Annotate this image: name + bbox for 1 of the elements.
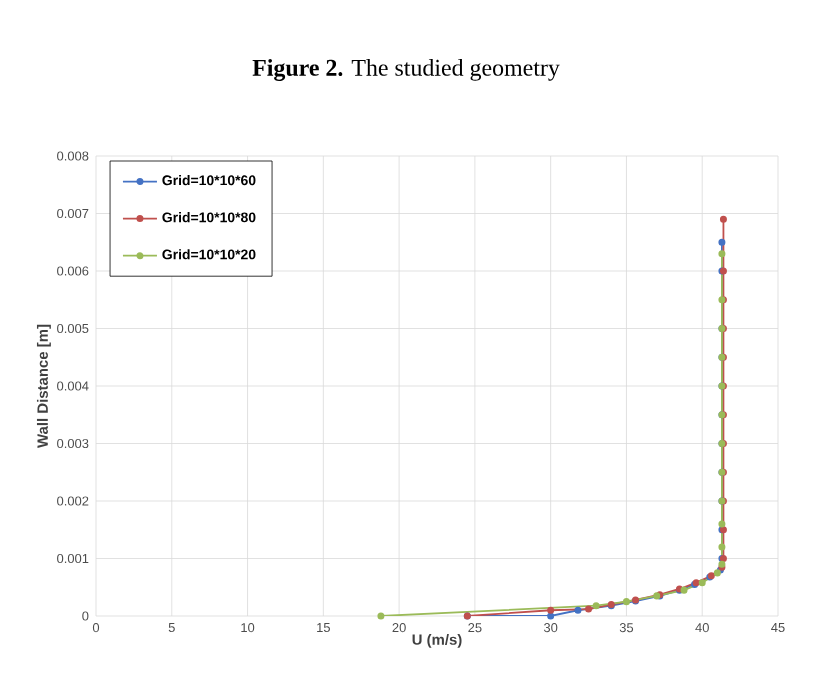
chart-title: Figure 2. The studied geometry <box>252 59 560 81</box>
